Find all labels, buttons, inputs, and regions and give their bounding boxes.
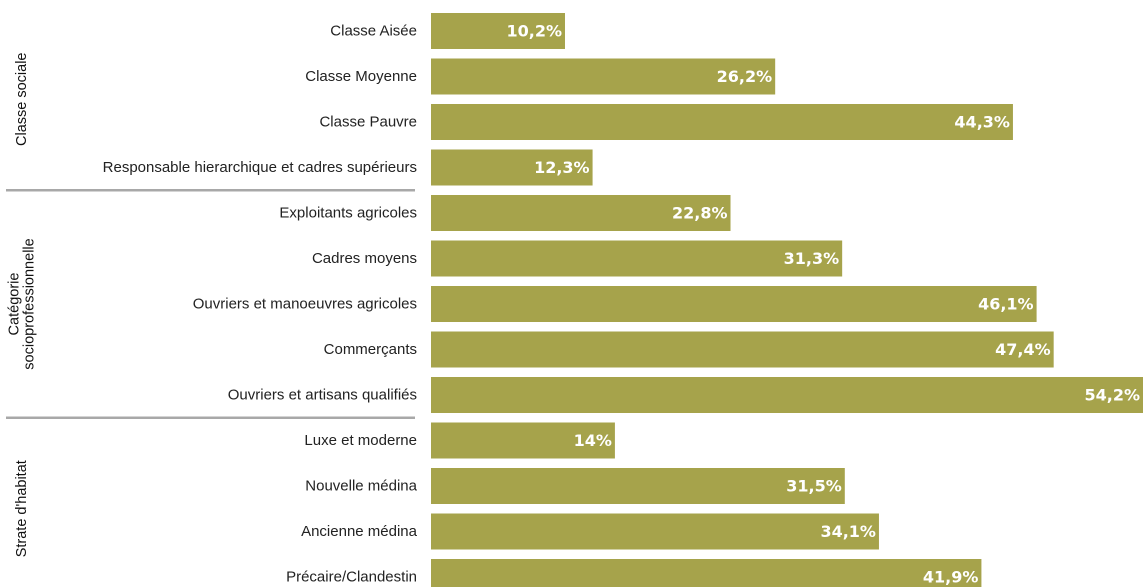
category-label: Luxe et moderne	[304, 432, 417, 449]
bar-value-label: 26,2%	[717, 67, 773, 86]
bar	[431, 195, 731, 231]
category-label: Responsable hierarchique et cadres supér…	[103, 159, 417, 176]
bar-value-label: 12,3%	[534, 158, 590, 177]
bar-value-label: 44,3%	[954, 113, 1010, 132]
group-label-line: Catégorie	[7, 273, 23, 336]
group-label-line: socioprofessionnelle	[22, 238, 38, 369]
category-labels: Classe Aisée Classe Moyenne Classe Pauvre R…	[103, 23, 418, 586]
group-labels: Classe sociale Catégoriesocioprofessionne…	[7, 53, 38, 558]
bar-value-label: 41,9%	[923, 568, 979, 587]
bar-value-label: 54,2%	[1084, 386, 1140, 405]
category-label: Ouvriers et manoeuvres agricoles	[193, 296, 417, 313]
bar	[431, 240, 843, 277]
category-label: Commerçants	[324, 341, 417, 358]
category-label: Ouvriers et artisans qualifiés	[228, 387, 417, 404]
bar	[431, 377, 1143, 413]
bar-value-label: 31,3%	[784, 249, 840, 268]
bar-value-label: 46,1%	[978, 295, 1034, 314]
bar	[431, 559, 982, 587]
bar-value-label: 10,2%	[506, 22, 562, 41]
category-label: Cadres moyens	[312, 250, 417, 267]
bar	[431, 58, 776, 95]
category-label: Nouvelle médina	[305, 478, 417, 495]
bar	[431, 422, 615, 459]
bar	[431, 13, 565, 49]
bar-value-label: 47,4%	[995, 340, 1051, 359]
group-separators	[6, 189, 415, 419]
category-label: Exploitants agricoles	[279, 205, 417, 222]
category-label: Classe Aisée	[330, 23, 417, 40]
bar-value-label: 34,1%	[820, 522, 876, 541]
category-label: Précaire/Clandestin	[286, 569, 417, 586]
bar	[431, 331, 1054, 368]
group-label: Strate d'habitat	[14, 460, 30, 557]
bar-value-label: 22,8%	[672, 204, 728, 223]
category-label: Ancienne médina	[301, 523, 418, 540]
category-label: Classe Moyenne	[305, 68, 417, 85]
bar-value-label: 14%	[574, 431, 612, 450]
bars-layer: 10,2% 26,2% 44,3% 12,3% 22,8% 31,3% 46,1% 47,4%…	[431, 13, 1143, 587]
group-label: Classe sociale	[14, 53, 30, 147]
group-label-line: Classe sociale	[14, 53, 30, 147]
bar	[431, 104, 1013, 140]
bar	[431, 468, 845, 504]
group-label-line: Strate d'habitat	[14, 460, 30, 557]
bar-value-label: 31,5%	[786, 477, 842, 496]
bar	[431, 286, 1037, 322]
group-label: Catégoriesocioprofessionnelle	[7, 238, 38, 369]
bar	[431, 513, 879, 550]
bar	[431, 149, 593, 186]
category-label: Classe Pauvre	[319, 114, 417, 131]
